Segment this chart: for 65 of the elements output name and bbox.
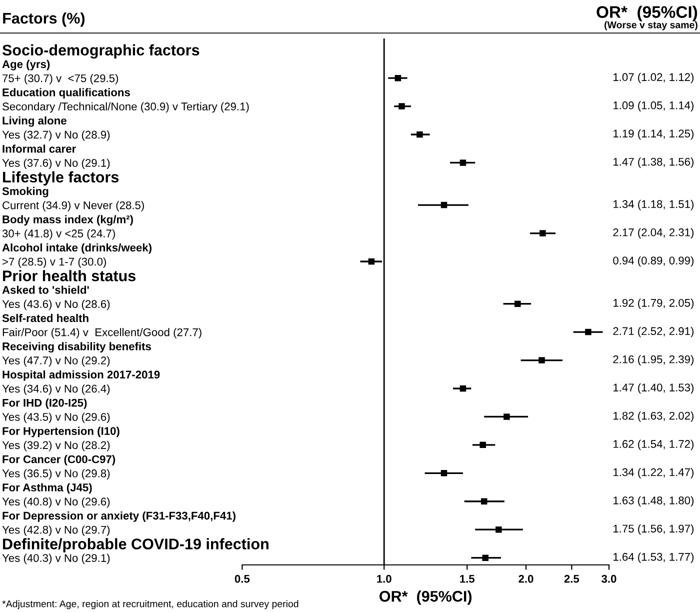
x-tick-label: 1.5: [460, 575, 475, 583]
y-tick-label: Yes (43.6) v No (28.6): [2, 300, 110, 310]
y-tick-label: Secondary /Technical/None (30.9) v Tertiary (29.1): [2, 102, 249, 113]
data-label: 1.64 (1.53, 1.77): [614, 552, 694, 563]
data-label: 1.09 (1.05, 1.14): [614, 101, 694, 112]
x-tick-label: 2.5: [564, 574, 580, 583]
y-tick-label: Current (34.9) v Never (28.5): [2, 201, 144, 212]
x-tick-label: 3.0: [602, 574, 616, 583]
x-tick-label: 0.5: [234, 574, 250, 583]
y-tick-label: For Hypertension (I10): [2, 426, 120, 438]
data-label: 2.71 (2.52, 2.91): [613, 326, 694, 338]
x-tick-label: 1.0: [377, 574, 392, 583]
y-tick-label: Informal carer: [2, 144, 76, 153]
data-label: 1.47 (1.38, 1.56): [614, 158, 694, 168]
data-label: 1.62 (1.54, 1.72): [614, 440, 694, 450]
y-tick-label: Yes (34.6) v No (26.4): [2, 384, 110, 395]
data-label: 1.19 (1.14, 1.25): [614, 129, 694, 140]
y-tick-label: Yes (36.5) v No (29.8): [2, 469, 110, 480]
y-tick-label: Yes (32.7) v No (28.9): [2, 130, 110, 141]
y-tick-label: Living alone: [2, 116, 66, 127]
y-tick-label: Prior health status: [3, 270, 136, 282]
text: (Worse v stay same): [604, 21, 698, 30]
data-label: 1.75 (1.56, 1.97): [614, 524, 694, 535]
y-tick-label: Hospital admission 2017-2019: [2, 370, 160, 381]
y-tick-label: Definite/probable COVID-19 infection: [3, 538, 268, 552]
y-tick-label: Yes (40.8) v No (29.6): [2, 497, 110, 508]
data-label: 1.34 (1.18, 1.51): [614, 200, 694, 210]
y-tick-label: 30+ (41.8) v <25 (24.7): [2, 229, 115, 240]
data-label: 1.63 (1.48, 1.80): [614, 496, 694, 507]
data-label: 1.92 (1.79, 2.05): [614, 298, 694, 310]
y-tick-label: Yes (39.2) v No (28.2): [2, 440, 110, 452]
data-label: 0.94 (0.89, 0.99): [613, 256, 694, 267]
text: *Adjustment: Age, region at recruitment, education and survey period: [2, 600, 298, 610]
y-tick-label: Education qualifications: [2, 88, 130, 99]
y-tick-label: Self-rated health: [2, 314, 88, 322]
y-tick-label: Yes (47.7) v No (29.2): [2, 356, 110, 367]
y-tick-label: Alcohol intake (drinks/week): [2, 243, 152, 254]
y-tick-label: Yes (37.6) v No (29.1): [2, 158, 110, 170]
x-tick-label: 2.0: [518, 574, 534, 583]
y-tick-label: >7 (28.5) v 1-7 (30.0): [2, 257, 106, 268]
data-label: 1.07 (1.02, 1.12): [614, 72, 694, 84]
y-tick-label: Yes (42.8) v No (29.7): [2, 526, 110, 536]
text: OR* (95%CI): [596, 6, 698, 22]
y-tick-label: Yes (43.5) v No (29.6): [2, 412, 110, 424]
y-tick-label: Smoking: [2, 186, 48, 198]
y-tick-label: Body mass index (kg/m²): [2, 215, 133, 226]
y-tick-label: For Asthma (J45): [2, 483, 92, 494]
data-label: 2.16 (1.95, 2.39): [613, 355, 694, 366]
y-tick-label: Lifestyle factors: [3, 171, 119, 186]
y-tick-label: For Cancer (C00-C97): [2, 455, 116, 466]
x-axis-title: OR* (95%CI): [380, 590, 472, 605]
y-tick-label: For IHD (I20-I25): [2, 398, 87, 409]
data-label: 1.82 (1.63, 2.02): [614, 412, 694, 422]
y-tick-label: Yes (40.3) v No (29.1): [2, 554, 110, 564]
y-tick-label: 75+ (30.7) v <75 (29.5): [2, 74, 118, 84]
y-tick-label: For Depression or anxiety (F31-F33,F40,F41): [2, 511, 236, 522]
data-label: 1.34 (1.22, 1.47): [614, 468, 694, 478]
text: Factors (%): [3, 12, 85, 27]
y-tick-label: Socio-demographic factors: [2, 44, 200, 59]
y-tick-label: Age (yrs): [2, 60, 50, 70]
y-tick-label: Asked to 'shield': [2, 286, 89, 294]
y-tick-label: Receiving disability benefits: [2, 342, 151, 353]
y-tick-label: Fair/Poor (51.4) v Excellent/Good (27.7): [2, 328, 202, 338]
data-label: 1.47 (1.40, 1.53): [614, 383, 694, 394]
data-label: 2.17 (2.04, 2.31): [613, 228, 694, 238]
